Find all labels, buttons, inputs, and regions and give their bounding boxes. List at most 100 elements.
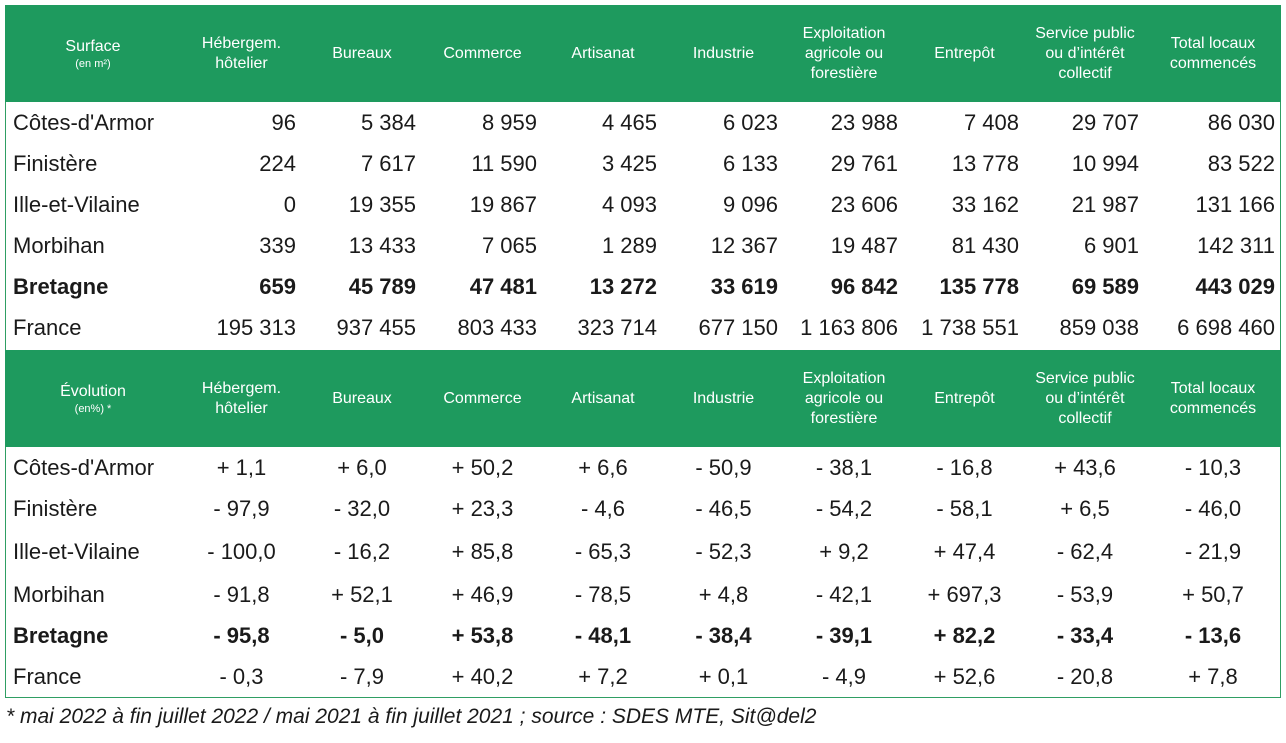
table-cell: + 1,1 <box>216 454 267 480</box>
table-cell: 81 430 <box>951 232 1019 258</box>
table-cell: 45 789 <box>348 273 416 299</box>
table-cell: + 7,8 <box>1188 663 1238 689</box>
table-cell: 803 433 <box>457 314 537 340</box>
table-cell: - 4,6 <box>580 495 626 521</box>
surface-table-row: France 195 313 937 455 803 433 323 714 677 15… <box>5 307 1281 348</box>
table-cell: 12 367 <box>710 232 778 258</box>
column-header: Hébergem. hôtelier <box>181 5 302 102</box>
surface-table-row: Bretagne 659 45 789 47 481 13 272 33 619 96 84… <box>5 266 1281 307</box>
table-cell: - 7,9 <box>339 663 385 689</box>
table-cell: 4 093 <box>601 191 657 217</box>
table-cell: 86 030 <box>1207 109 1275 135</box>
table-cell: - 10,3 <box>1184 454 1242 480</box>
row-label: France <box>13 314 82 340</box>
table-cell: - 38,1 <box>815 454 873 480</box>
table-cell: 1 738 551 <box>921 314 1019 340</box>
table-cell: 33 619 <box>710 273 778 299</box>
table-cell: + 50,7 <box>1182 581 1244 607</box>
table-cell: 47 481 <box>469 273 537 299</box>
surface-header-row: Surface (en m²) Hébergem. hôtelier Burea… <box>5 5 1281 102</box>
column-header: Entrepôt <box>904 5 1025 102</box>
table-cell: - 58,1 <box>936 495 993 521</box>
table-cell: 1 289 <box>601 232 657 258</box>
surface-corner-label: Surface <box>65 37 121 55</box>
table-cell: 677 150 <box>698 314 778 340</box>
table-cell: - 32,0 <box>333 495 391 521</box>
table-cell: - 0,3 <box>219 663 264 689</box>
table-cell: 7 617 <box>360 150 416 176</box>
evolution-table: Évolution (en%) * Hébergem. hôtelier Bur… <box>5 350 1281 697</box>
table-cell: 5 384 <box>360 109 416 135</box>
table-cell: 96 <box>271 109 296 135</box>
table-cell: - 50,9 <box>695 454 752 480</box>
table-cell: 7 408 <box>963 109 1019 135</box>
row-label: Ille-et-Vilaine <box>13 191 140 217</box>
table-cell: + 697,3 <box>927 581 1002 607</box>
table-cell: 6 133 <box>722 150 778 176</box>
table-cell: 0 <box>283 191 296 217</box>
column-header: Commerce <box>422 5 543 102</box>
evolution-table-row: France - 0,3 - 7,9 + 40,2 + 7,2 + 0,1 - 4,9 + 5… <box>5 656 1281 697</box>
table-cell: + 7,2 <box>578 663 628 689</box>
surface-table-row: Morbihan 339 13 433 7 065 1 289 12 367 19 487 8… <box>5 225 1281 266</box>
evolution-table-row: Finistère - 97,9 - 32,0 + 23,3 - 4,6 - 46,5 - … <box>5 488 1281 529</box>
table-cell: 6 698 460 <box>1177 314 1275 340</box>
surface-table-row: Côtes-d'Armor 96 5 384 8 959 4 465 6 023 23 98… <box>5 102 1281 143</box>
column-header: Bureaux <box>302 350 422 447</box>
column-header: Commerce <box>422 350 543 447</box>
surface-corner-header: Surface (en m²) <box>5 5 181 102</box>
table-cell: 19 355 <box>348 191 416 217</box>
row-label: Morbihan <box>13 581 105 607</box>
table-cell: 3 425 <box>601 150 657 176</box>
footnote: * mai 2022 à fin juillet 2022 / mai 2021… <box>6 705 817 728</box>
table-cell: 9 096 <box>722 191 778 217</box>
table-cell: - 4,9 <box>821 663 867 689</box>
row-label: Finistère <box>13 495 98 521</box>
table-cell: 11 590 <box>471 150 537 176</box>
table-cell: 443 029 <box>1195 273 1275 299</box>
table-cell: 33 162 <box>951 191 1019 217</box>
surface-table-body: Côtes-d'Armor 96 5 384 8 959 4 465 6 023 23 98… <box>5 102 1281 348</box>
table-cell: 1 163 806 <box>800 314 898 340</box>
table-cell: - 38,4 <box>695 622 752 648</box>
table-cell: + 9,2 <box>819 538 869 564</box>
table-cell: 13 272 <box>589 273 657 299</box>
table-cell: 6 023 <box>722 109 778 135</box>
table-cell: 19 867 <box>469 191 537 217</box>
evolution-table-row: Morbihan - 91,8 + 52,1 + 46,9 - 78,5 + 4,8 - 4… <box>5 574 1281 615</box>
row-label: Côtes-d'Armor <box>13 454 155 480</box>
table-cell: + 6,0 <box>337 454 387 480</box>
table-cell: 83 522 <box>1207 150 1275 176</box>
evolution-table-row: Côtes-d'Armor + 1,1 + 6,0 + 50,2 + 6,6 - 50,9… <box>5 447 1281 488</box>
table-cell: - 46,5 <box>695 495 752 521</box>
table-cell: - 13,6 <box>1184 622 1242 648</box>
column-header: Industrie <box>663 350 784 447</box>
table-cell: 339 <box>259 232 296 258</box>
evolution-corner-unit: (en%) * <box>74 402 112 415</box>
table-cell: 96 842 <box>830 273 898 299</box>
table-cell: 29 761 <box>830 150 898 176</box>
table-cell: - 5,0 <box>339 622 385 648</box>
table-cell: 195 313 <box>216 314 296 340</box>
table-cell: - 62,4 <box>1056 538 1114 564</box>
surface-table: Surface (en m²) Hébergem. hôtelier Burea… <box>5 5 1281 348</box>
table-cell: - 48,1 <box>574 622 632 648</box>
table-cell: 7 065 <box>481 232 537 258</box>
column-header: Service public ou d’intérêt collectif <box>1025 5 1145 102</box>
table-cell: 29 707 <box>1071 109 1139 135</box>
table-cell: 69 589 <box>1071 273 1139 299</box>
column-header: Artisanat <box>543 350 663 447</box>
table-cell: 135 778 <box>939 273 1019 299</box>
evolution-table-body: Côtes-d'Armor + 1,1 + 6,0 + 50,2 + 6,6 - 50,9… <box>5 447 1281 697</box>
table-cell: - 54,2 <box>815 495 873 521</box>
table-cell: + 6,5 <box>1060 495 1110 521</box>
table-cell: - 46,0 <box>1184 495 1242 521</box>
table-cell: - 39,1 <box>815 622 873 648</box>
table-cell: - 16,2 <box>333 538 391 564</box>
table-cell: 4 465 <box>601 109 657 135</box>
surface-table-row: Ille-et-Vilaine 0 19 355 19 867 4 093 9 096 23… <box>5 184 1281 225</box>
table-cell: - 97,9 <box>213 495 270 521</box>
table-cell: - 95,8 <box>213 622 270 648</box>
column-header: Total locaux commencés <box>1145 5 1281 102</box>
evolution-table-row: Bretagne - 95,8 - 5,0 + 53,8 - 48,1 - 38,4 - 3… <box>5 615 1281 656</box>
